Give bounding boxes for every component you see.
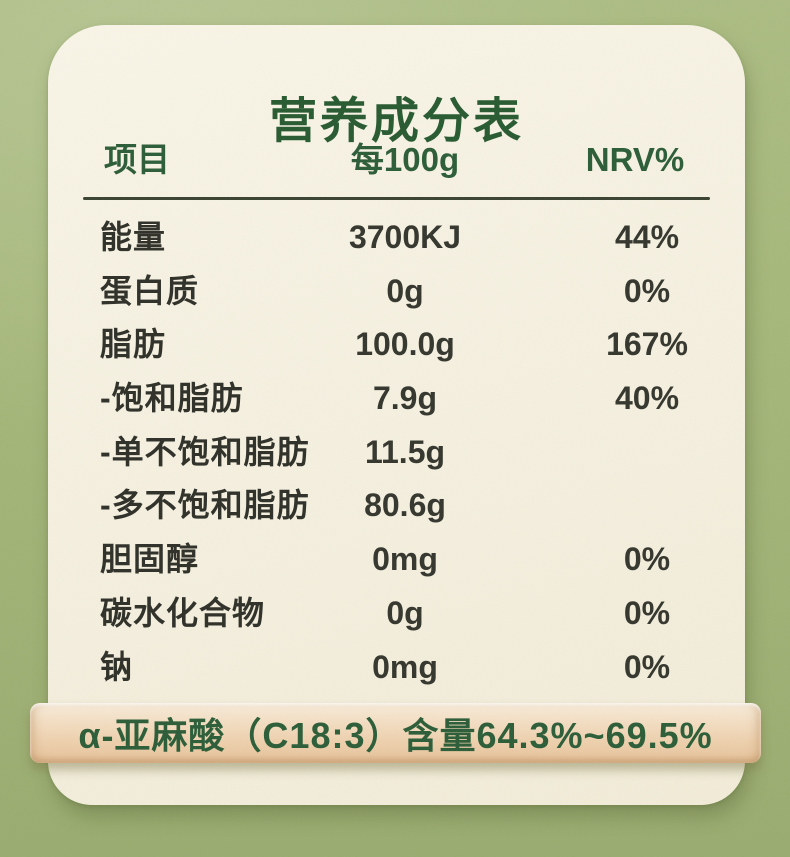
nutrient-amount: 3700KJ bbox=[348, 219, 462, 255]
nutrient-amount: 7.9g bbox=[372, 380, 438, 417]
nutrient-amount: 0mg bbox=[372, 541, 438, 578]
nutrient-label: 胆固醇 bbox=[100, 541, 200, 578]
nutrient-amount: 0g bbox=[386, 594, 424, 631]
nutrient-nrv-percent: 44% bbox=[614, 219, 680, 255]
nutrient-amount: 0g bbox=[386, 272, 424, 309]
table-row: -饱和脂肪 7.9g 40% bbox=[48, 372, 745, 426]
banner-text: α-亚麻酸（C18:3）含量64.3%~69.5% bbox=[78, 715, 713, 756]
table-row: 脂肪 100.0g 167% bbox=[48, 318, 745, 372]
table-header-row: 项目 每100g NRV% bbox=[48, 138, 745, 182]
table-row: 胆固醇 0mg 0% bbox=[48, 533, 745, 587]
nutrient-amount: 11.5g bbox=[364, 433, 446, 470]
header-per-100g: 每100g bbox=[350, 141, 460, 178]
nutrient-amount: 0mg bbox=[372, 648, 438, 685]
table-row: 钠 0mg 0% bbox=[48, 641, 745, 695]
nutrient-label: -单不饱和脂肪 bbox=[100, 433, 310, 470]
header-nrv-percent: NRV% bbox=[585, 141, 685, 178]
nutrition-facts-card: 营养成分表 项目 每100g NRV% 能量 3700KJ 44% 蛋白质 0g… bbox=[48, 25, 745, 805]
nutrient-label: 脂肪 bbox=[100, 326, 167, 363]
table-row: -多不饱和脂肪 80.6g bbox=[48, 479, 745, 533]
nutrient-label: 钠 bbox=[100, 648, 134, 685]
nutrient-nrv-percent: 40% bbox=[614, 380, 680, 417]
nutrient-nrv-percent: 0% bbox=[623, 648, 671, 685]
nutrient-amount: 80.6g bbox=[364, 487, 446, 524]
table-body: 能量 3700KJ 44% 蛋白质 0g 0% 脂肪 100.0g 167% -… bbox=[48, 211, 745, 694]
nutrient-label: 能量 bbox=[100, 219, 167, 255]
table-row: 蛋白质 0g 0% bbox=[48, 265, 745, 319]
nutrient-amount: 100.0g bbox=[355, 326, 455, 363]
table-row: -单不饱和脂肪 11.5g bbox=[48, 426, 745, 480]
nutrient-label: -多不饱和脂肪 bbox=[100, 487, 310, 524]
table-row: 碳水化合物 0g 0% bbox=[48, 587, 745, 641]
alpha-linolenic-acid-banner: α-亚麻酸（C18:3）含量64.3%~69.5% bbox=[30, 703, 761, 763]
nutrient-nrv-percent: 0% bbox=[623, 594, 671, 631]
nutrient-nrv-percent: 0% bbox=[623, 272, 671, 309]
nutrient-label: 蛋白质 bbox=[100, 272, 200, 309]
nutrient-label: -饱和脂肪 bbox=[100, 380, 244, 417]
table-row: 能量 3700KJ 44% bbox=[48, 211, 745, 265]
nutrient-nrv-percent: 0% bbox=[623, 541, 671, 578]
header-divider-line bbox=[83, 197, 710, 200]
nutrient-nrv-percent: 167% bbox=[606, 326, 688, 363]
header-item: 项目 bbox=[104, 141, 170, 178]
nutrient-label: 碳水化合物 bbox=[100, 594, 266, 631]
